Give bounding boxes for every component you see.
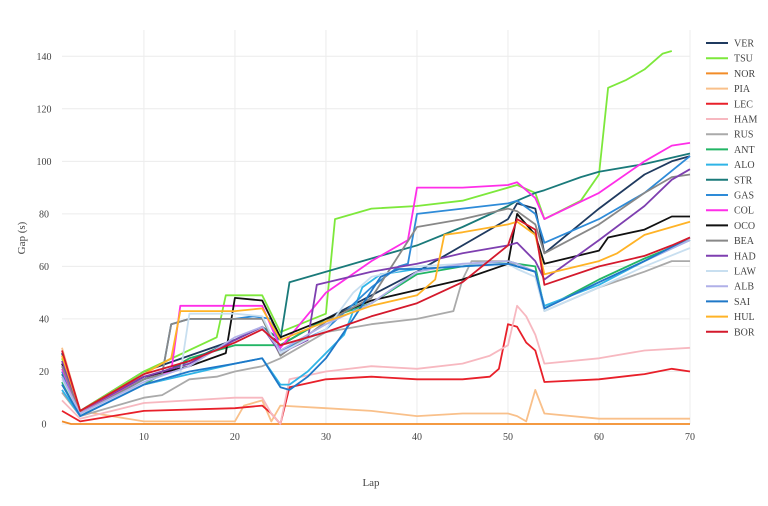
legend-label: LAW	[734, 267, 757, 278]
legend-item-lec: LEC	[706, 99, 753, 110]
series-line-had	[61, 168, 691, 412]
legend-label: HAM	[734, 115, 757, 126]
y-tick-label: 20	[39, 367, 49, 378]
legend-label: OCO	[734, 221, 755, 232]
series-line-tsu	[61, 50, 673, 412]
legend-item-hul: HUL	[706, 312, 755, 323]
legend-item-gas: GAS	[706, 191, 754, 202]
legend-label: VER	[734, 39, 754, 50]
series-line-bor	[61, 218, 691, 412]
legend-label: GAS	[734, 191, 754, 202]
legend-label: BOR	[734, 327, 755, 338]
legend-item-ant: ANT	[706, 145, 755, 156]
series-line-lec	[61, 323, 691, 425]
x-tick-label: 50	[503, 432, 513, 443]
series-line-ham	[61, 304, 691, 425]
legend-label: NOR	[734, 69, 755, 80]
legend-item-oco: OCO	[706, 221, 755, 232]
y-tick-label: 40	[39, 314, 49, 325]
legend-label: ANT	[734, 145, 755, 156]
legend-item-bea: BEA	[706, 236, 755, 247]
legend-label: SAI	[734, 297, 750, 308]
legend-item-law: LAW	[706, 267, 757, 278]
legend-item-tsu: TSU	[706, 54, 754, 65]
series-line-oco	[61, 213, 690, 412]
legend-label: ALB	[734, 282, 754, 293]
series-line-nor	[61, 420, 690, 425]
legend: VER TSU NOR PIA LEC HAM RUS ANT ALO STR GAS COL OCO B…	[706, 39, 757, 338]
legend-item-alo: ALO	[706, 160, 755, 171]
legend-label: BEA	[734, 236, 755, 247]
legend-label: STR	[734, 175, 753, 186]
x-axis-title: Lap	[362, 477, 380, 489]
legend-label: PIA	[734, 84, 751, 95]
legend-item-bor: BOR	[706, 327, 755, 338]
legend-label: COL	[734, 206, 754, 217]
legend-item-rus: RUS	[706, 130, 753, 141]
x-tick-label: 60	[594, 432, 604, 443]
x-tick-label: 10	[139, 432, 149, 443]
legend-item-sai: SAI	[706, 297, 750, 308]
y-tick-label: 120	[37, 104, 52, 115]
y-tick-label: 0	[42, 420, 47, 431]
x-axis-ticks: 10 20 30 40 50 60 70	[139, 432, 695, 443]
y-tick-label: 60	[39, 262, 49, 273]
legend-item-alb: ALB	[706, 282, 754, 293]
x-tick-label: 70	[685, 432, 695, 443]
series-line-law	[61, 247, 691, 415]
legend-label: ALO	[734, 160, 755, 171]
legend-label: LEC	[734, 99, 753, 110]
x-tick-label: 30	[321, 432, 331, 443]
legend-label: HUL	[734, 312, 755, 323]
series-line-ver	[61, 155, 691, 412]
legend-item-ham: HAM	[706, 115, 757, 126]
legend-item-pia: PIA	[706, 84, 751, 95]
series-line-bea	[61, 173, 691, 415]
legend-item-str: STR	[706, 175, 753, 186]
series-lines	[61, 50, 691, 425]
legend-label: HAD	[734, 251, 756, 262]
y-tick-label: 140	[37, 52, 52, 63]
legend-item-had: HAD	[706, 251, 756, 262]
series-line-sai	[61, 236, 691, 417]
legend-label: RUS	[734, 130, 753, 141]
y-axis-title: Gap (s)	[16, 221, 28, 254]
legend-item-nor: NOR	[706, 69, 755, 80]
x-tick-label: 40	[412, 432, 422, 443]
x-tick-label: 20	[230, 432, 240, 443]
y-tick-label: 100	[37, 157, 52, 168]
series-line-hul	[61, 220, 691, 412]
legend-item-ver: VER	[706, 39, 754, 50]
y-tick-label: 80	[39, 209, 49, 220]
y-axis-ticks: 0 20 40 60 80 100 120 140	[37, 52, 52, 431]
series-line-pia	[61, 347, 690, 423]
legend-label: TSU	[734, 54, 754, 65]
legend-item-col: COL	[706, 206, 754, 217]
